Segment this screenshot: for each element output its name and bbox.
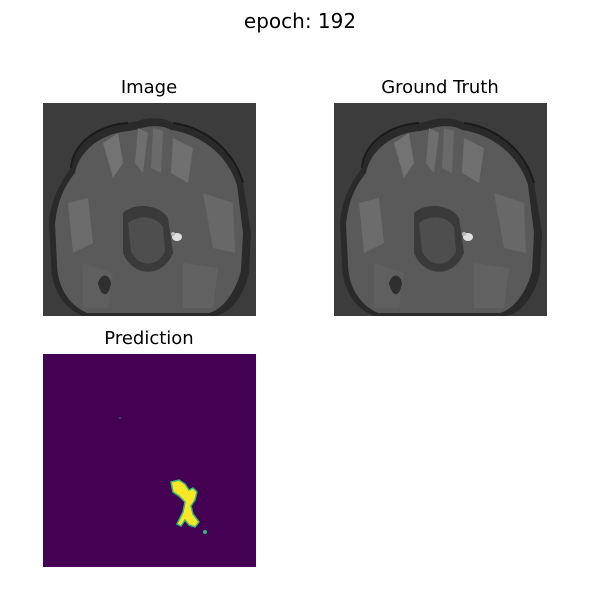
image-panel [43,103,256,316]
prediction-panel [43,354,256,567]
mri-slice-image [43,103,256,316]
segmentation-mask [43,354,256,567]
ground-truth-panel [334,103,547,316]
figure-title: epoch: 192 [243,9,357,33]
panel-title-image: Image [120,77,178,98]
panel-title-prediction: Prediction [104,328,194,349]
mri-slice-ground-truth [334,103,547,316]
panel-title-ground-truth: Ground Truth [381,77,499,98]
